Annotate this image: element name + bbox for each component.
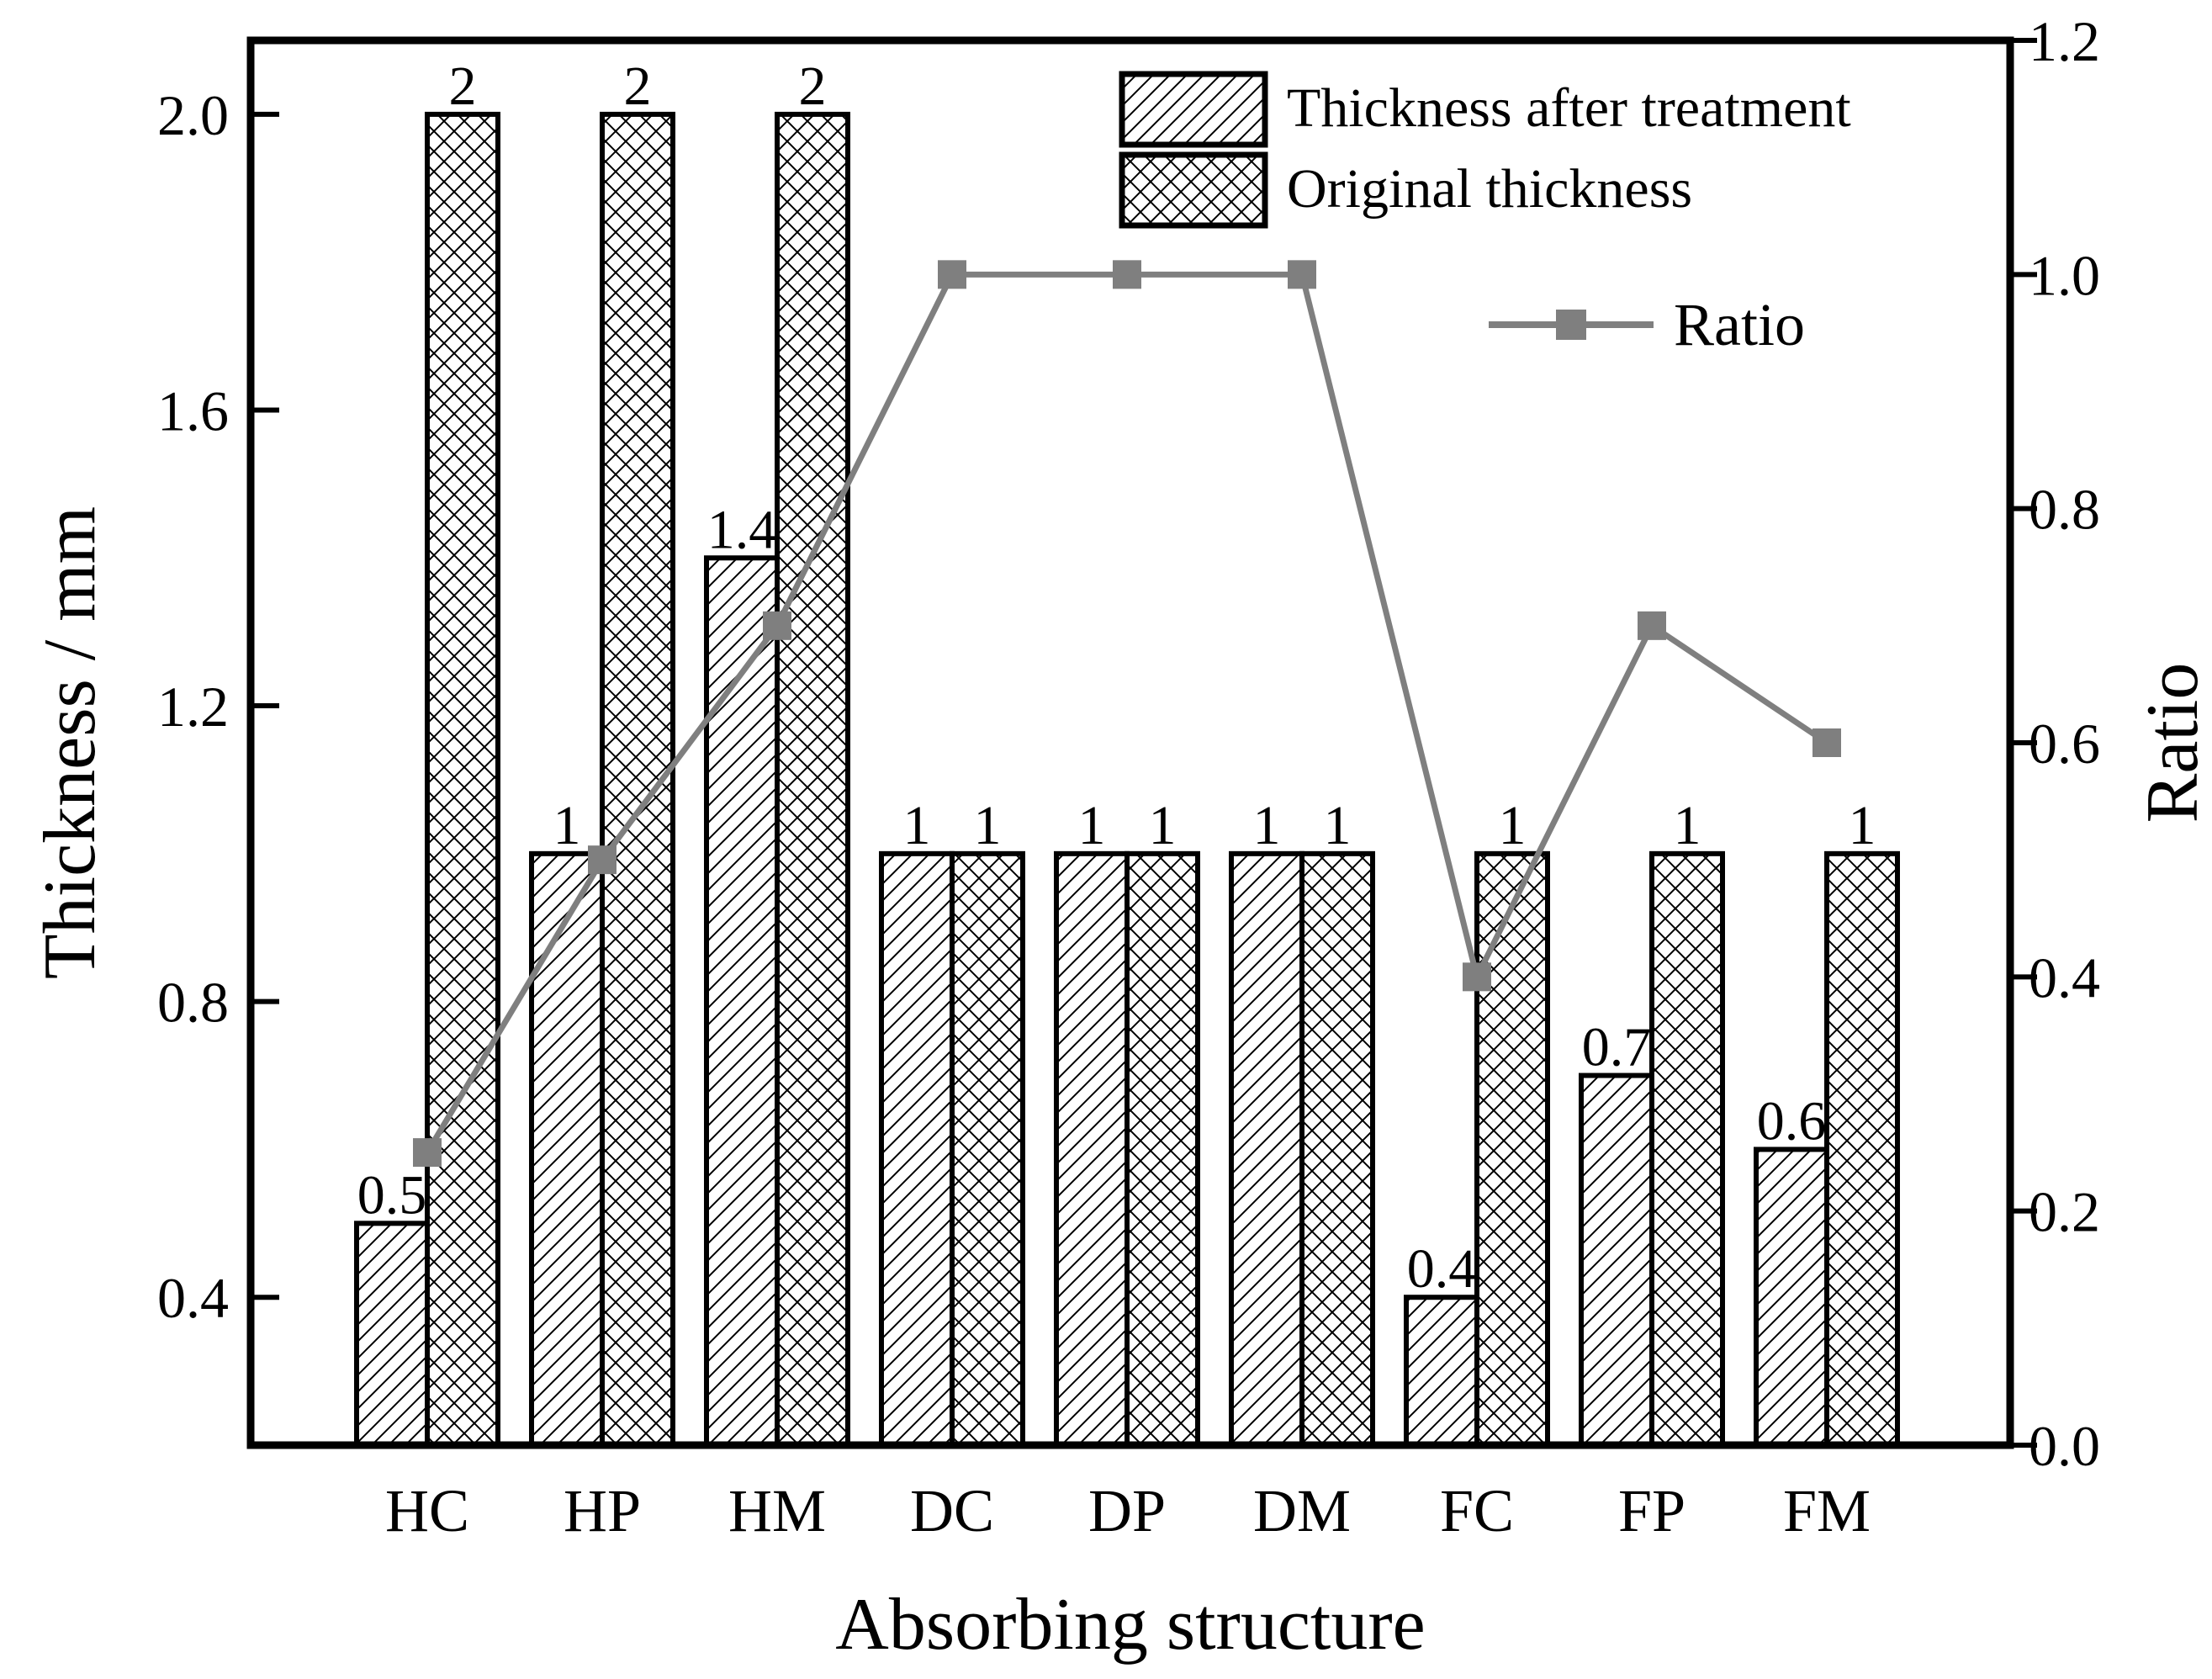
ratio-marker-dp	[1113, 260, 1141, 289]
bars-layer	[354, 111, 1900, 1449]
ratio-marker-hc	[413, 1138, 442, 1168]
ratio-marker-hm	[763, 611, 791, 640]
left-tick-label: 1.2	[157, 675, 229, 739]
bar-original-hm	[775, 111, 850, 1448]
x-tick-label-hm: HM	[728, 1477, 826, 1544]
data-label-original-fm: 1	[1849, 795, 1876, 856]
legend-item-treated: Thickness after treatment	[1119, 71, 1851, 148]
x-tick-label-fc: FC	[1440, 1477, 1514, 1544]
x-axis: HC HP HM DC DP DM FC FP FM	[385, 1477, 1871, 1544]
ratio-marker-fm	[1812, 728, 1841, 757]
data-label-treated-hp: 1	[553, 795, 581, 856]
data-label-original-dc: 1	[974, 795, 1002, 856]
data-label-treated-hc: 0.5	[357, 1164, 427, 1226]
bar-original-fm	[1824, 850, 1900, 1448]
bar-treated-dp	[1054, 850, 1130, 1448]
x-axis-title: Absorbing structure	[835, 1584, 1425, 1666]
legend-item-ratio: Ratio	[1489, 291, 1805, 358]
ratio-line-layer	[413, 260, 1841, 1168]
bar-original-fc	[1474, 850, 1550, 1448]
right-y-axis-title: Ratio	[2132, 663, 2212, 824]
x-tick-label-dc: DC	[910, 1477, 994, 1544]
right-tick-label: 0.2	[2029, 1180, 2100, 1244]
right-tick-label: 1.0	[2029, 243, 2100, 307]
bar-treated-fm	[1754, 1147, 1829, 1448]
bar-treated-hm	[704, 555, 780, 1448]
bar-treated-hp	[529, 850, 605, 1448]
bar-treated-dc	[879, 850, 955, 1448]
data-label-original-hp: 2	[624, 56, 652, 117]
x-tick-label-fp: FP	[1618, 1477, 1685, 1544]
bar-treated-fp	[1579, 1073, 1654, 1449]
legend-swatch-diagonal-hatch	[1119, 71, 1268, 148]
ratio-marker-dc	[938, 260, 966, 289]
ratio-marker-dm	[1288, 260, 1316, 289]
right-tick-label: 0.6	[2029, 712, 2100, 776]
bar-original-dc	[950, 850, 1025, 1448]
right-y-axis: 0.0 0.2 0.4 0.6 0.8 1.0 1.2	[2010, 9, 2100, 1478]
data-label-treated-fp: 0.7	[1582, 1017, 1652, 1078]
data-label-treated-fm: 0.6	[1757, 1090, 1827, 1152]
data-label-treated-dm: 1	[1253, 795, 1281, 856]
x-tick-label-dp: DP	[1088, 1477, 1166, 1544]
left-tick-label: 2.0	[157, 83, 229, 147]
data-label-original-hc: 2	[449, 56, 477, 117]
legend-label-original: Original thickness	[1287, 158, 1692, 220]
x-tick-label-hp: HP	[564, 1477, 641, 1544]
bar-treated-hc	[354, 1221, 430, 1448]
bar-labels-layer: 0.511.41 1 10.40.70.62 2 21 1 1 1 1 1	[357, 56, 1876, 1300]
x-tick-label-hc: HC	[385, 1477, 469, 1544]
ratio-marker-hp	[588, 845, 617, 875]
right-tick-label: 0.8	[2029, 478, 2100, 542]
data-label-treated-dc: 1	[903, 795, 931, 856]
left-y-axis: 0.4 0.8 1.2 1.6 2.0	[157, 83, 279, 1330]
bar-treated-fc	[1404, 1295, 1479, 1449]
data-label-treated-fc: 0.4	[1407, 1238, 1477, 1300]
x-tick-label-fm: FM	[1783, 1477, 1871, 1544]
data-label-original-dp: 1	[1149, 795, 1177, 856]
ratio-marker-fp	[1638, 611, 1666, 640]
x-tick-label-dm: DM	[1253, 1477, 1351, 1544]
legend-item-original: Original thickness	[1119, 151, 1692, 229]
bar-original-dp	[1125, 850, 1200, 1448]
right-tick-label: 1.2	[2029, 9, 2100, 73]
legend-swatch-cross-hatch	[1119, 151, 1268, 229]
legend-label-treated: Thickness after treatment	[1287, 77, 1851, 139]
right-tick-label: 0.4	[2029, 945, 2100, 1009]
bar-original-dm	[1299, 850, 1375, 1448]
data-label-original-fp: 1	[1674, 795, 1701, 856]
data-label-original-fc: 1	[1499, 795, 1527, 856]
data-label-original-hm: 2	[799, 56, 827, 117]
data-label-original-dm: 1	[1324, 795, 1352, 856]
left-tick-label: 1.6	[157, 379, 229, 442]
data-label-treated-hm: 1.4	[707, 499, 777, 560]
legend-label-ratio: Ratio	[1674, 291, 1805, 358]
left-tick-label: 0.8	[157, 971, 229, 1035]
left-y-axis-title: Thickness / mm	[29, 506, 111, 979]
bar-original-hc	[425, 111, 500, 1448]
bar-treated-dm	[1229, 850, 1304, 1448]
legend: Thickness after treatment Original thick…	[1119, 71, 1851, 358]
legend-marker-square-icon	[1556, 310, 1586, 340]
data-label-treated-dp: 1	[1078, 795, 1106, 856]
right-tick-label: 0.0	[2029, 1414, 2100, 1478]
left-tick-label: 0.4	[157, 1266, 229, 1330]
ratio-marker-fc	[1463, 962, 1491, 992]
bar-original-fp	[1649, 850, 1725, 1448]
